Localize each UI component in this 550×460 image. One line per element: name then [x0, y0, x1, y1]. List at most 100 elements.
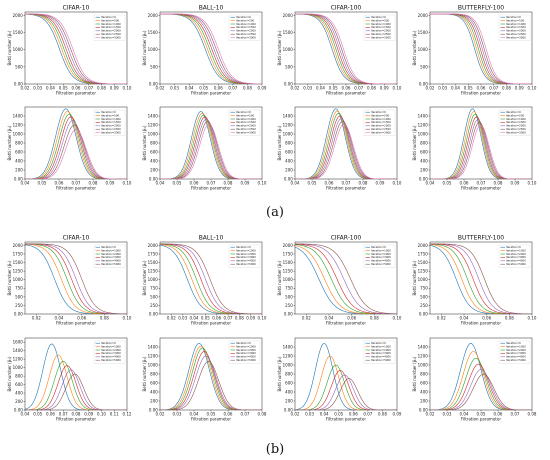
x-tick-label: 0.04 [325, 316, 334, 321]
x-tick-label: 0.06 [477, 86, 486, 91]
y-tick-label: 800 [420, 140, 428, 145]
y-tick-label: 2000 [283, 243, 294, 248]
legend-entry: Iteration=1000 [101, 344, 121, 348]
chart-panel-b-row1-col1: CIFAR-10 0.02 0.04 0.06 0.08 0.10 0.00 250 500 75… [7, 235, 132, 326]
y-tick-label: 1000 [418, 362, 429, 367]
legend-entry: Iteration=0 [371, 245, 386, 249]
x-tick-label: 0.05 [443, 181, 452, 186]
x-tick-label: 0.02 [156, 412, 165, 417]
y-axis-label: Betti number (β₁) [412, 125, 417, 160]
y-tick-label: 800 [150, 371, 158, 376]
x-tick-label: 0.04 [460, 412, 469, 417]
y-tick-label: 0.00 [149, 81, 158, 86]
chart-panel-a-row2-col4: 0.04 0.05 0.06 0.07 0.08 0.09 0.10 0.00 200 400 60… [412, 106, 537, 191]
legend-entry: Iteration=3000 [506, 35, 526, 39]
y-tick-label: 1750 [418, 251, 429, 256]
y-tick-label: 1750 [148, 251, 159, 256]
legend: Iteration=0Iteration=500Iteration=1000It… [498, 109, 531, 136]
legend-entry: Iteration=1000 [236, 22, 256, 26]
legend-entry: Iteration=5000 [506, 262, 526, 266]
legend-entry: Iteration=3000 [101, 130, 121, 134]
x-tick-label: 0.08 [97, 86, 106, 91]
y-tick-label: 1400 [148, 113, 159, 118]
legend-entry: Iteration=2000 [506, 124, 526, 128]
x-tick-label: 0.10 [123, 181, 132, 186]
x-tick-label: 0.06 [342, 86, 351, 91]
x-tick-label: 0.03 [438, 86, 447, 91]
x-tick-label: 0.10 [123, 86, 132, 91]
legend-entry: Iteration=3000 [101, 351, 121, 355]
legend-entry: Iteration=3000 [506, 255, 526, 259]
y-tick-label: 1000 [283, 277, 294, 282]
legend-entry: Iteration=2000 [236, 252, 256, 256]
series-line [160, 243, 262, 314]
x-tick-label: 0.04 [190, 412, 199, 417]
x-tick-label: 0.08 [359, 181, 368, 186]
series-line [295, 364, 397, 410]
series-line [430, 373, 532, 410]
legend-entry: Iteration=1500 [101, 120, 121, 124]
x-tick-label: 0.08 [494, 181, 503, 186]
x-tick-label: 0.05 [329, 86, 338, 91]
legend-box [498, 109, 531, 136]
legend-entry: Iteration=500 [506, 113, 524, 117]
y-tick-label: 250 [150, 303, 158, 308]
y-tick-label: 400 [150, 158, 158, 163]
legend-entry: Iteration=3000 [101, 35, 121, 39]
y-tick-label: 400 [285, 389, 293, 394]
legend-entry: Iteration=1000 [506, 117, 526, 121]
legend-box [498, 340, 531, 364]
y-tick-label: 0.00 [149, 407, 158, 412]
x-tick-label: 0.03 [173, 412, 182, 417]
legend-box [93, 14, 126, 41]
legend-entry: Iteration=2000 [101, 252, 121, 256]
legend: Iteration=0Iteration=1000Iteration=2000I… [93, 244, 126, 268]
x-axis-label: Filtration parameter [326, 417, 366, 422]
x-tick-label: 0.09 [393, 412, 402, 417]
legend-entry: Iteration=4000 [236, 259, 256, 263]
legend-entry: Iteration=2000 [506, 348, 526, 352]
y-tick-label: 0.00 [149, 176, 158, 181]
legend-entry: Iteration=0 [371, 341, 386, 345]
y-tick-label: 1000 [13, 131, 24, 136]
y-tick-label: 1200 [13, 357, 24, 362]
legend: Iteration=0Iteration=1000Iteration=2000I… [228, 340, 261, 364]
y-axis-label: Betti number (β₀) [277, 30, 282, 65]
x-tick-label: 0.08 [378, 412, 387, 417]
series-line [295, 243, 397, 314]
y-tick-label: 0.00 [14, 176, 23, 181]
y-tick-label: 1000 [13, 365, 24, 370]
legend-entry: Iteration=1000 [506, 22, 526, 26]
x-tick-label: 0.09 [106, 181, 115, 186]
y-tick-label: 500 [285, 64, 293, 69]
y-tick-label: 1000 [418, 277, 429, 282]
x-tick-label: 0.05 [308, 181, 317, 186]
y-tick-label: 2000 [13, 13, 24, 18]
chart-title: CIFAR-100 [331, 5, 362, 12]
x-tick-label: 0.04 [21, 181, 30, 186]
legend-entry: Iteration=4000 [506, 259, 526, 263]
legend-entry: Iteration=1500 [236, 25, 256, 29]
y-axis-label: Betti number (β₁) [412, 356, 417, 391]
legend-entry: Iteration=0 [506, 15, 521, 19]
y-axis-label: Betti number (β₀) [412, 30, 417, 65]
legend-entry: Iteration=500 [236, 18, 254, 22]
x-tick-label: 0.10 [393, 181, 402, 186]
legend-entry: Iteration=2500 [371, 127, 391, 131]
y-tick-label: 1500 [148, 260, 159, 265]
y-tick-label: 1200 [148, 353, 159, 358]
y-tick-label: 600 [150, 149, 158, 154]
legend: Iteration=0Iteration=1000Iteration=2000I… [363, 340, 396, 364]
legend-entry: Iteration=4000 [371, 355, 391, 359]
legend-entry: Iteration=0 [506, 341, 521, 345]
legend-entry: Iteration=3000 [371, 130, 391, 134]
y-tick-label: 1000 [148, 47, 159, 52]
series-line [25, 13, 127, 84]
y-axis-label: Betti number (β₁) [142, 356, 147, 391]
legend-entry: Iteration=2000 [506, 29, 526, 33]
y-tick-label: 600 [15, 149, 23, 154]
legend: Iteration=0Iteration=1000Iteration=2000I… [93, 340, 126, 364]
series-line [160, 112, 262, 179]
legend-entry: Iteration=2000 [236, 124, 256, 128]
x-tick-label: 0.10 [258, 316, 267, 321]
